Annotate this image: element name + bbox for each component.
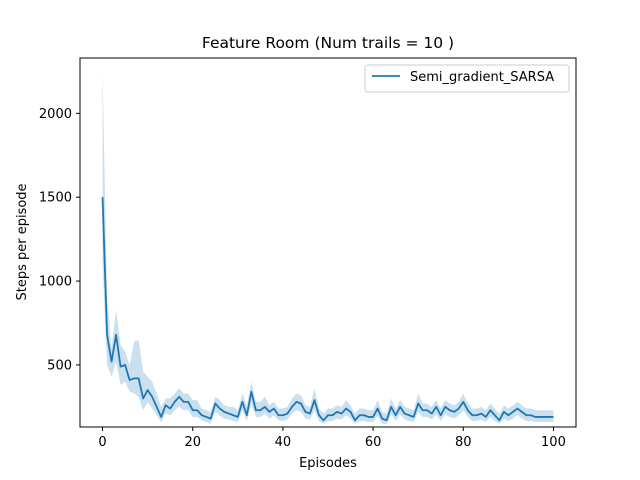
- series-0-line: [101, 197, 554, 422]
- y-tick-label: 1500: [39, 191, 72, 206]
- legend-entry-label: Semi_gradient_SARSA: [410, 70, 554, 85]
- x-axis: 0 20 40 60 80 100: [98, 427, 566, 450]
- plot-frame: [79, 57, 577, 428]
- x-tick-label: 20: [184, 435, 201, 450]
- x-axis-label: Episodes: [299, 456, 357, 471]
- series-0-confidence-band: [102, 71, 554, 425]
- x-tick-label: 80: [455, 435, 472, 450]
- x-tick-label: 40: [275, 435, 292, 450]
- legend: Semi_gradient_SARSA: [364, 64, 570, 93]
- x-tick-label: 100: [541, 435, 566, 450]
- chart-title: Feature Room (Num trails = 10 ): [202, 34, 454, 52]
- y-tick-label: 2000: [39, 107, 72, 122]
- y-axis: 500 1000 1500 2000: [39, 107, 80, 373]
- legend-box: [364, 64, 570, 93]
- y-axis-label: Steps per episode: [15, 183, 30, 300]
- x-tick-label: 0: [98, 435, 106, 450]
- plot-area: [101, 71, 554, 425]
- x-tick-label: 60: [365, 435, 382, 450]
- y-tick-label: 500: [47, 358, 72, 373]
- y-tick-label: 1000: [39, 275, 72, 290]
